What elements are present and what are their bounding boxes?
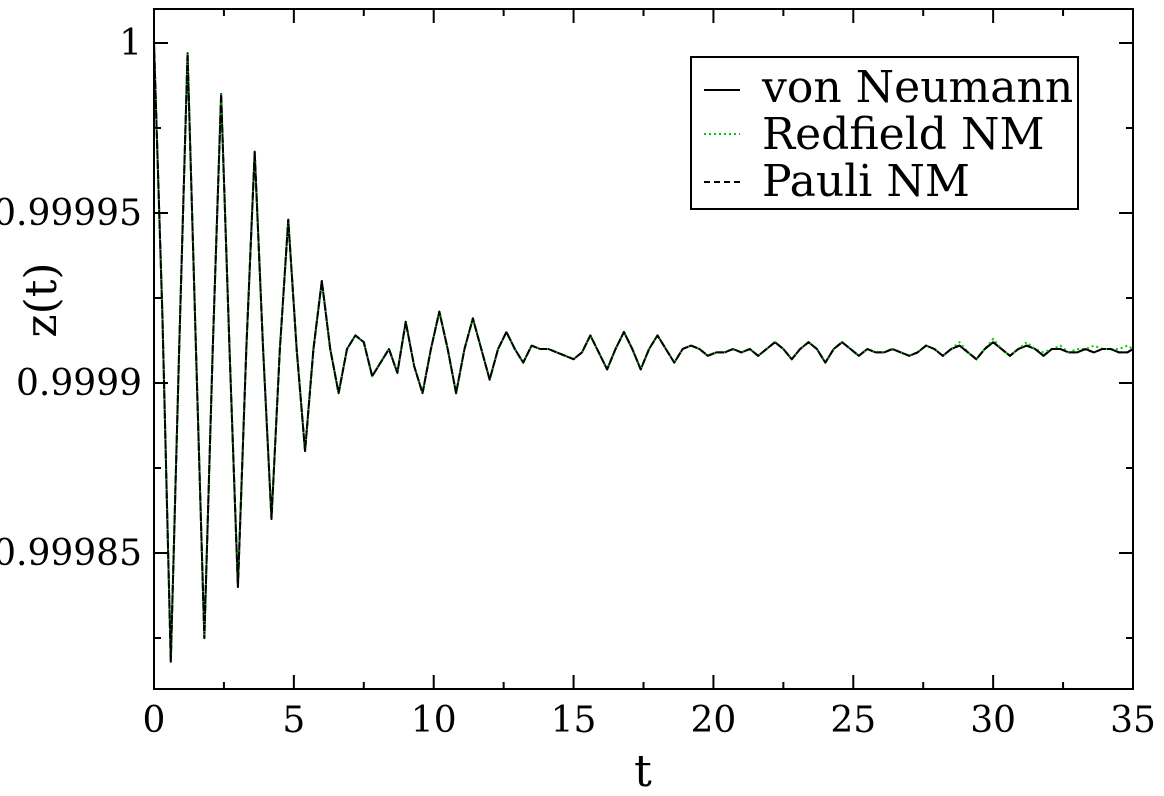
ticks-layer [153,9,1134,689]
x-tick-label: 10 [411,700,457,741]
tick-labels-layer: 0 5 10 15 20 25 30 35 0.99985 0.9999 0.99995 1 [0,23,1156,741]
legend-label-redfield-nm: Redfield NM [762,109,1045,160]
legend-label-pauli-nm: Pauli NM [762,156,970,207]
legend-box [690,56,1079,210]
x-tick-label: 15 [551,700,597,741]
series-line-pauli-nm [153,42,1134,663]
x-tick-label: 30 [970,700,1016,741]
y-tick-label: 0.99995 [0,193,142,234]
series-layer [153,42,1134,663]
legend: von Neumann Redfield NM Pauli NM [690,56,1079,210]
x-tick-label: 20 [691,700,737,741]
y-tick-label: 0.9999 [16,363,142,404]
x-tick-label: 35 [1110,700,1156,741]
x-tick-label: 5 [282,700,305,741]
x-tick-label: 0 [143,700,166,741]
x-axis-label: t [634,746,652,796]
legend-label-von-neumann: von Neumann [761,62,1073,113]
x-tick-label: 25 [830,700,876,741]
y-tick-label: 0.99985 [0,533,142,574]
y-tick-label: 1 [119,23,142,64]
y-axis-label: z(t) [16,262,67,337]
